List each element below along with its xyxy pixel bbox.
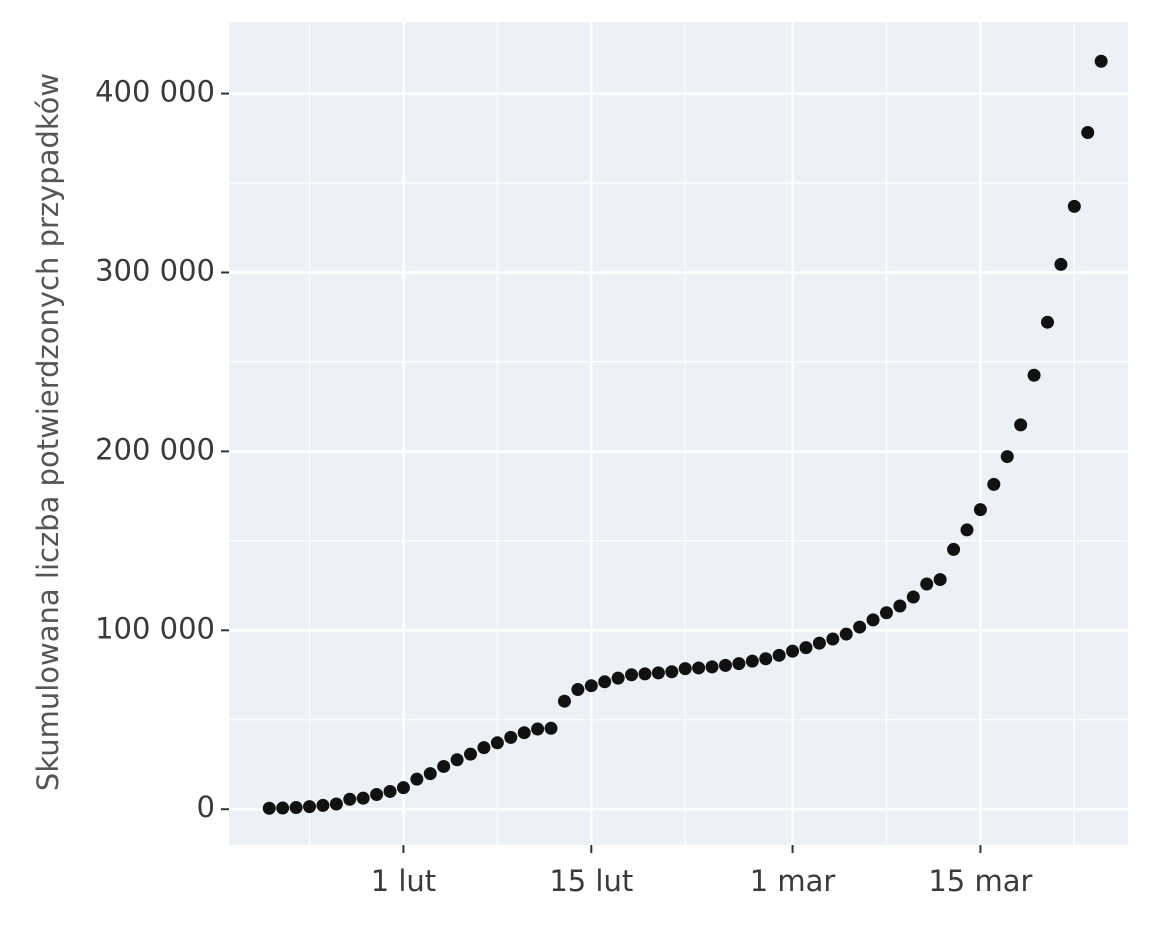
point [678, 662, 692, 676]
point [557, 694, 571, 708]
point [490, 736, 504, 750]
point [879, 606, 893, 620]
point [1027, 368, 1041, 382]
x-tick-label: 15 mar [928, 864, 1032, 898]
point [718, 658, 732, 672]
point [423, 767, 437, 781]
point [571, 683, 585, 697]
point [1054, 257, 1068, 271]
point [705, 660, 719, 674]
point [584, 679, 598, 693]
point [517, 726, 531, 740]
point [799, 641, 813, 655]
point [598, 675, 612, 689]
y-tick-label: 300 000 [95, 253, 215, 287]
point [933, 573, 947, 587]
point [732, 657, 746, 671]
point [920, 577, 934, 591]
point [947, 542, 961, 556]
point [987, 477, 1001, 491]
point [853, 620, 867, 634]
point [826, 632, 840, 646]
point [665, 665, 679, 679]
point [504, 730, 518, 744]
point [356, 791, 370, 805]
point [544, 721, 558, 735]
point [477, 741, 491, 755]
point [625, 668, 639, 682]
point [866, 613, 880, 627]
x-tick-label: 1 mar [750, 864, 836, 898]
y-tick-label: 0 [197, 790, 215, 824]
point [611, 671, 625, 685]
point [960, 523, 974, 537]
point [745, 654, 759, 668]
point [906, 590, 920, 604]
x-tick-label: 1 lut [371, 864, 436, 898]
point [1081, 126, 1095, 140]
point [812, 636, 826, 650]
point [973, 503, 987, 517]
point [316, 798, 330, 812]
y-tick-label: 200 000 [95, 432, 215, 466]
point [396, 781, 410, 795]
point [370, 787, 384, 801]
y-tick-label: 100 000 [95, 611, 215, 645]
point [638, 667, 652, 681]
point [1067, 199, 1081, 213]
point [343, 792, 357, 806]
point [437, 759, 451, 773]
panel [229, 22, 1128, 845]
point [772, 648, 786, 662]
point [303, 800, 317, 814]
point [276, 801, 290, 815]
point [786, 644, 800, 658]
point [464, 747, 478, 761]
point [1000, 450, 1014, 464]
point [262, 801, 276, 815]
point [692, 661, 706, 675]
point [651, 666, 665, 680]
point [450, 753, 464, 767]
x-tick-label: 15 lut [549, 864, 633, 898]
point [839, 627, 853, 641]
y-axis-label: Skumulowana liczba potwierdzonych przypa… [31, 73, 65, 791]
point [329, 797, 343, 811]
point [289, 801, 303, 815]
point [893, 599, 907, 613]
point [1040, 315, 1054, 329]
point [1094, 54, 1108, 68]
point [1014, 418, 1028, 432]
y-tick-label: 400 000 [95, 75, 215, 109]
point [531, 722, 545, 736]
point [410, 772, 424, 786]
point [759, 652, 773, 666]
point [383, 784, 397, 798]
